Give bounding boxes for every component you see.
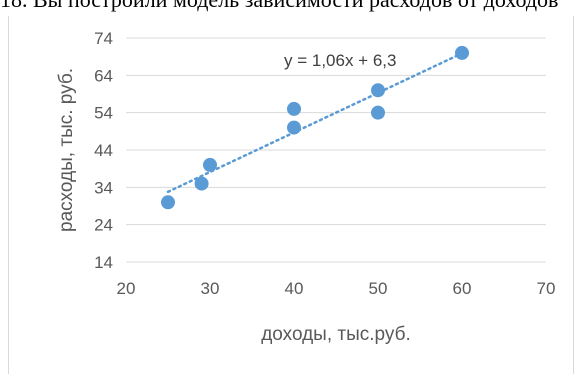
y-tick-label-64: 64 <box>94 66 113 85</box>
y-tick-label-54: 54 <box>94 104 113 123</box>
data-point-6 <box>371 83 385 98</box>
chart-frame <box>8 16 574 374</box>
y-tick-label-14: 14 <box>94 253 113 272</box>
x-axis-title: доходы, тыс.руб. <box>261 324 411 345</box>
x-tick-label-40: 40 <box>285 279 304 298</box>
data-point-3 <box>203 157 217 172</box>
trendline-equation: y = 1,06x + 6,3 <box>284 51 396 70</box>
x-tick-label-70: 70 <box>537 279 556 298</box>
data-points <box>161 45 469 210</box>
y-axis-title: расходы, тыс. руб. <box>56 68 77 232</box>
data-point-2 <box>194 176 209 191</box>
trendline-group <box>166 52 464 194</box>
data-point-4 <box>287 101 301 116</box>
y-tick-label-44: 44 <box>94 141 113 160</box>
x-tick-label-50: 50 <box>369 279 388 298</box>
y-tick-label-24: 24 <box>94 216 113 235</box>
trendline <box>166 52 464 194</box>
data-point-1 <box>161 195 175 210</box>
x-tick-label-60: 60 <box>453 279 472 298</box>
y-tick-label-74: 74 <box>94 29 113 48</box>
y-tick-label-34: 34 <box>94 178 113 197</box>
data-point-8 <box>455 45 469 60</box>
tick-labels: 14 24 34 44 54 64 74 20 30 40 50 60 70 <box>94 29 555 298</box>
page-heading-strip: 18. Вы построили модель зависимости расх… <box>0 0 580 22</box>
x-tick-label-30: 30 <box>201 279 220 298</box>
data-point-5 <box>287 120 301 135</box>
x-tick-label-20: 20 <box>117 279 136 298</box>
data-point-7 <box>371 105 385 120</box>
grid-lines <box>126 37 546 263</box>
page-heading: 18. Вы построили модель зависимости расх… <box>0 0 558 13</box>
